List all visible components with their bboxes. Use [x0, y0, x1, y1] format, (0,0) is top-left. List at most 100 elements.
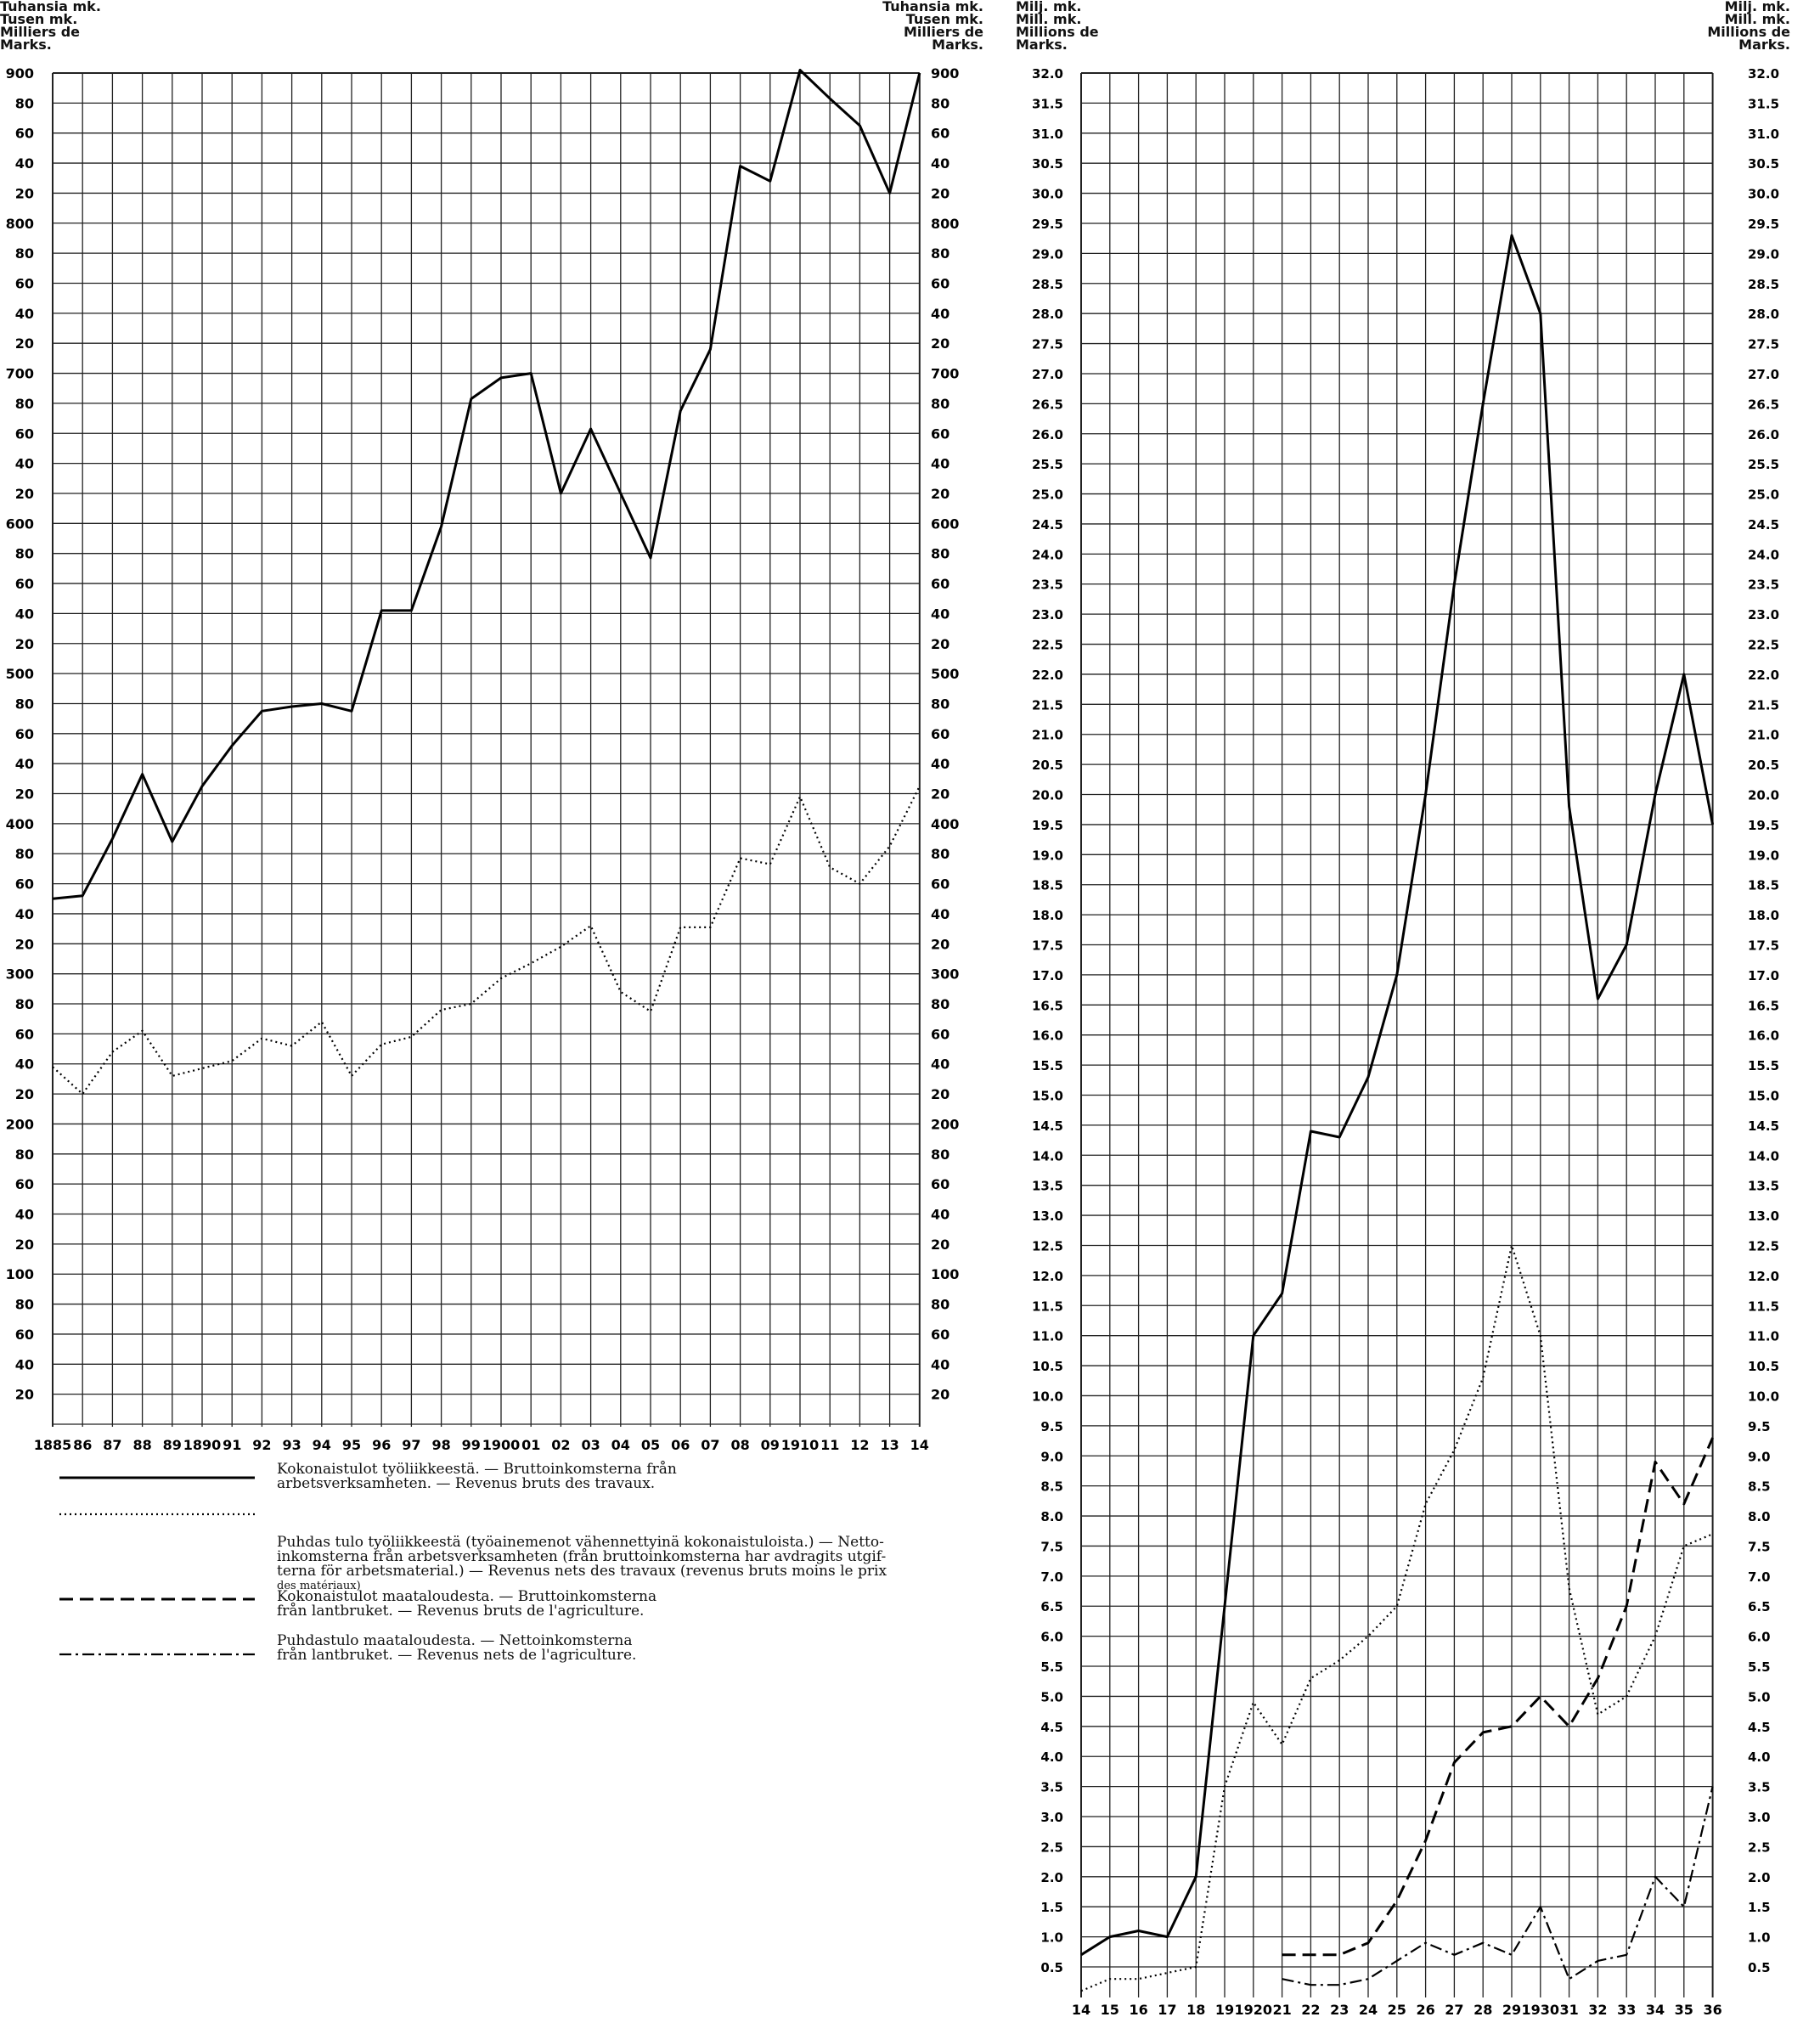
y-tick-label-left: 80	[15, 846, 34, 862]
y-tick-label-left: 26.0	[1032, 427, 1063, 442]
y-tick-label-right: 10.5	[1748, 1359, 1779, 1374]
x-tick-label: 22	[1301, 2002, 1320, 2017]
y-tick-label-left: 1.5	[1040, 1900, 1063, 1915]
x-tick-label: 33	[1617, 2002, 1636, 2017]
axis-unit-line: Tusen mk.	[0, 11, 78, 27]
y-tick-label-left: 40	[15, 456, 34, 472]
x-tick-label: 32	[1588, 2002, 1607, 2017]
y-tick-label-right: 20	[931, 1086, 949, 1102]
y-tick-label-right: 23.5	[1748, 577, 1779, 593]
y-tick-label-left: 60	[15, 876, 34, 893]
x-tick-label: 23	[1330, 2002, 1349, 2017]
y-tick-label-right: 5.0	[1748, 1689, 1771, 1704]
x-tick-label: 92	[252, 1437, 271, 1453]
y-tick-label-right: 800	[931, 216, 959, 232]
y-tick-label-left: 19.5	[1032, 818, 1063, 833]
y-tick-label-left: 30.5	[1032, 156, 1063, 172]
x-tick-label: 1900	[482, 1437, 521, 1453]
y-tick-label-left: 14.5	[1032, 1118, 1063, 1134]
y-tick-label-right: 80	[931, 696, 949, 712]
y-tick-label-right: 2.0	[1748, 1870, 1771, 1885]
x-tick-label: 12	[850, 1437, 869, 1453]
series-line-dashed	[1282, 1437, 1714, 1957]
x-tick-label: 35	[1675, 2002, 1693, 2017]
y-tick-label-right: 12.5	[1748, 1238, 1779, 1254]
x-tick-label: 1910	[781, 1437, 820, 1453]
y-tick-label-left: 40	[15, 1207, 34, 1223]
legend-text: inkomsterna från arbetsverksamheten (frå…	[277, 1548, 887, 1565]
legend-text: des matériaux)	[277, 1580, 361, 1592]
y-tick-label-right: 8.5	[1748, 1479, 1771, 1495]
y-tick-label-left: 20	[15, 1387, 34, 1403]
y-tick-label-right: 80	[931, 846, 949, 862]
y-tick-label-right: 15.5	[1748, 1058, 1779, 1073]
y-tick-label-right: 26.0	[1748, 427, 1779, 442]
y-tick-label-right: 28.5	[1748, 277, 1779, 292]
y-tick-label-left: 1.0	[1040, 1930, 1063, 1946]
x-tick-label: 29	[1502, 2002, 1521, 2017]
y-tick-label-right: 9.0	[1748, 1449, 1771, 1464]
x-tick-label: 88	[132, 1437, 151, 1453]
y-tick-label-left: 80	[15, 996, 34, 1012]
x-tick-label: 08	[730, 1437, 749, 1453]
x-tick-label: 25	[1388, 2002, 1406, 2017]
y-tick-label-right: 400	[931, 816, 959, 832]
y-tick-label-right: 22.5	[1748, 638, 1779, 653]
y-tick-label-right: 80	[931, 546, 949, 562]
y-tick-label-right: 3.5	[1748, 1780, 1771, 1795]
x-tick-label: 1930	[1522, 2002, 1560, 2017]
x-tick-label: 19	[1215, 2002, 1234, 2017]
right-chart: 0.5 0.5 1.0 1.0 1.5 1.5 2.0 2.0 2.5 2.5 3.0 3.0 3.5 3…	[1032, 66, 1779, 2017]
x-tick-label: 14	[910, 1437, 929, 1453]
y-tick-label-right: 29.0	[1748, 246, 1779, 262]
y-tick-label-left: 40	[15, 906, 34, 922]
y-tick-label-left: 60	[15, 1026, 34, 1042]
y-tick-label-left: 15.5	[1032, 1058, 1063, 1073]
y-tick-label-left: 19.0	[1032, 848, 1063, 863]
y-tick-label-right: 60	[931, 576, 949, 592]
y-tick-label-left: 40	[15, 756, 34, 772]
y-tick-label-left: 10.5	[1032, 1359, 1063, 1374]
x-tick-label: 17	[1158, 2002, 1176, 2017]
axis-unit-line: Millions de	[1707, 24, 1790, 40]
series-line-dotted	[1080, 1244, 1714, 1992]
y-tick-label-right: 27.5	[1748, 337, 1779, 352]
left-y-axis-title-left: Tuhansia mk. Tusen mk. Milliers de Marks.	[0, 0, 101, 52]
y-tick-label-left: 20	[15, 936, 34, 952]
y-tick-label-left: 21.0	[1032, 728, 1063, 743]
y-tick-label-left: 60	[15, 726, 34, 742]
y-tick-label-right: 60	[931, 425, 949, 442]
x-tick-label: 1885	[34, 1437, 72, 1453]
y-tick-label-right: 6.5	[1748, 1599, 1771, 1614]
x-tick-label: 11	[820, 1437, 839, 1453]
y-tick-label-right: 80	[931, 1147, 949, 1163]
x-tick-label: 04	[611, 1437, 630, 1453]
y-tick-label-right: 14.5	[1748, 1118, 1779, 1134]
y-tick-label-right: 20	[931, 1387, 949, 1403]
y-tick-label-left: 2.5	[1040, 1840, 1063, 1855]
x-tick-label: 13	[880, 1437, 899, 1453]
y-tick-label-left: 12.0	[1032, 1269, 1063, 1284]
left-chart: 20 20 40 40 60 60 80 80 100 100 20 20 40 40 60 60 80 80 20…	[6, 65, 960, 1453]
y-tick-label-right: 600	[931, 516, 959, 532]
x-tick-label: 01	[521, 1437, 540, 1453]
axis-unit-line: Milj. mk.	[1016, 0, 1082, 14]
y-tick-label-right: 40	[931, 1056, 949, 1073]
y-tick-label-right: 1.0	[1748, 1930, 1771, 1946]
x-tick-label: 09	[761, 1437, 780, 1453]
y-tick-label-left: 80	[15, 546, 34, 562]
y-tick-label-right: 7.5	[1748, 1539, 1771, 1554]
y-tick-label-right: 9.5	[1748, 1419, 1771, 1434]
y-tick-label-left: 12.5	[1032, 1238, 1063, 1254]
y-tick-label-right: 20	[931, 786, 949, 803]
axis-unit-line: Tusen mk.	[905, 11, 983, 27]
y-tick-label-left: 60	[15, 425, 34, 442]
y-tick-label-left: 20.0	[1032, 788, 1063, 803]
y-tick-label-left: 80	[15, 696, 34, 712]
y-tick-label-left: 20	[15, 486, 34, 502]
y-tick-label-left: 18.5	[1032, 878, 1063, 893]
x-tick-label: 36	[1703, 2002, 1721, 2017]
y-tick-label-right: 700	[931, 366, 959, 382]
x-tick-label: 28	[1473, 2002, 1492, 2017]
y-tick-label-right: 23.0	[1748, 607, 1779, 623]
